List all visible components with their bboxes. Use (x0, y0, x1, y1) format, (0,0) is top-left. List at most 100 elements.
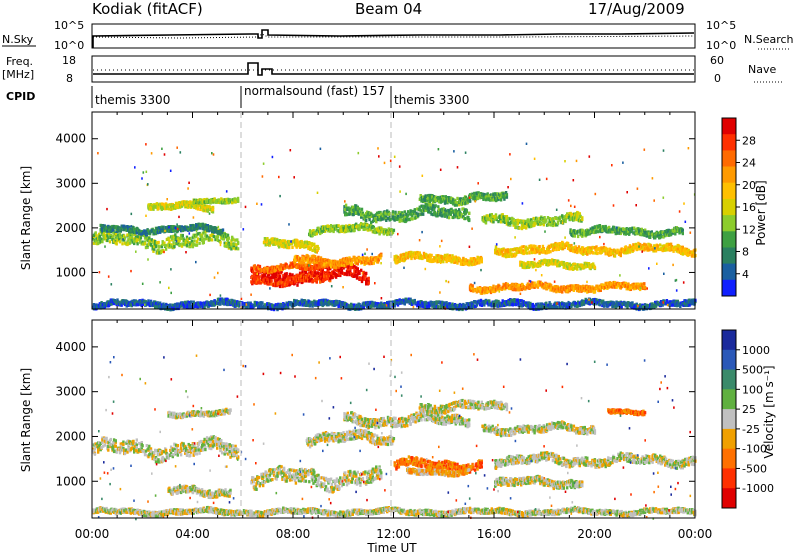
echo-cell (358, 228, 360, 231)
echo-cell (356, 277, 358, 280)
power-cells (92, 143, 697, 312)
echo-cell (358, 272, 360, 275)
echo-cell (659, 243, 661, 246)
echo-cell (496, 216, 498, 219)
echo-cell (433, 208, 435, 211)
nsky-label: N.Sky (2, 33, 34, 46)
echo-cell (506, 193, 508, 196)
echo-cell (140, 236, 142, 239)
echo-cell (368, 282, 370, 285)
cpid-row: CPID themis 3300 normalsound (fast) 157 … (6, 84, 469, 108)
echo-cell (353, 229, 355, 232)
echo-cell (596, 252, 598, 255)
echo-cell (473, 192, 475, 195)
echo-cell (316, 232, 318, 235)
echo-cell (212, 208, 214, 211)
echo-cell (211, 238, 213, 241)
echo-cell (360, 269, 362, 272)
echo-cell (481, 260, 483, 263)
echo-cell (464, 217, 466, 220)
echo-cell (430, 254, 432, 257)
echo-cell (422, 213, 424, 216)
nsky-tick-top: 10^5 (54, 19, 84, 32)
nsearch-tick-bottom: 10^0 (706, 39, 736, 52)
echo-cell (357, 262, 359, 265)
echo-cell (581, 216, 583, 219)
echo-cell (155, 245, 157, 248)
echo-cell (448, 216, 450, 219)
nave-tick-bottom: 0 (714, 72, 721, 85)
echo-cell (594, 266, 596, 269)
echo-cell (592, 251, 594, 254)
freq-panel: Freq. [MHz] 18 8 60 0 Nave (2, 54, 782, 85)
echo-cell (414, 208, 416, 211)
echo-cell (365, 272, 367, 275)
echo-cell (330, 224, 332, 227)
echo-cell (131, 236, 133, 239)
echo-cell (357, 267, 359, 270)
echo-cell (228, 237, 230, 240)
echo-cell (335, 266, 337, 269)
echo-cell (657, 244, 659, 247)
cpid-label: CPID (6, 90, 35, 103)
echo-cell (291, 246, 293, 249)
cpid-segment-1: themis 3300 (95, 93, 170, 107)
echo-cell (311, 271, 313, 274)
echo-cell (351, 263, 353, 266)
echo-cell (614, 255, 616, 258)
echo-cell (365, 219, 367, 222)
echo-cell (219, 241, 221, 244)
echo-cell (109, 240, 111, 243)
echo-cell (158, 245, 160, 248)
echo-cell (116, 242, 118, 245)
echo-cell (468, 219, 470, 222)
echo-cell (445, 259, 447, 262)
echo-cell (121, 242, 123, 245)
echo-cell (162, 226, 164, 229)
echo-cell (442, 260, 444, 263)
echo-cell (318, 262, 320, 265)
freq-line (93, 63, 694, 75)
echo-cell (359, 257, 361, 260)
echo-cell (471, 284, 473, 287)
echo-cell (345, 204, 347, 207)
echo-cell (368, 218, 370, 221)
echo-cell (237, 200, 239, 203)
echo-cell (515, 226, 517, 229)
echo-cell (193, 239, 195, 242)
echo-cell (518, 226, 520, 229)
echo-cell (203, 241, 205, 244)
nsky-tick-bottom: 10^0 (54, 39, 84, 52)
date-title: 17/Aug/2009 (588, 0, 685, 18)
echo-cell (620, 254, 622, 257)
echo-cell (411, 217, 413, 220)
cpid-segment-3: themis 3300 (394, 93, 469, 107)
echo-cell (237, 242, 239, 245)
echo-cell (526, 252, 528, 255)
echo-cell (552, 217, 554, 220)
echo-cell (164, 244, 166, 247)
freq-tick-bottom: 8 (66, 72, 73, 85)
echo-cell (549, 250, 551, 253)
echo-cell (375, 256, 377, 259)
echo-cell (380, 254, 382, 257)
echo-cell (650, 244, 652, 247)
echo-cell (198, 242, 200, 245)
echo-cell (564, 220, 566, 223)
echo-cell (555, 248, 557, 251)
echo-cell (165, 248, 167, 251)
echo-cell (317, 247, 319, 250)
echo-cell (330, 275, 332, 278)
echo-cell (538, 245, 540, 248)
echo-cell (479, 287, 481, 290)
echo-cell (259, 265, 261, 268)
echo-cell (337, 224, 339, 227)
echo-cell (346, 273, 348, 276)
echo-cell (368, 277, 370, 280)
echo-cell (296, 284, 298, 287)
echo-cell (576, 268, 578, 271)
freq-label: Freq. (6, 55, 33, 68)
nsearch-tick-top: 10^5 (706, 19, 736, 32)
cpid-segment-2: normalsound (fast) 157 (244, 84, 385, 98)
